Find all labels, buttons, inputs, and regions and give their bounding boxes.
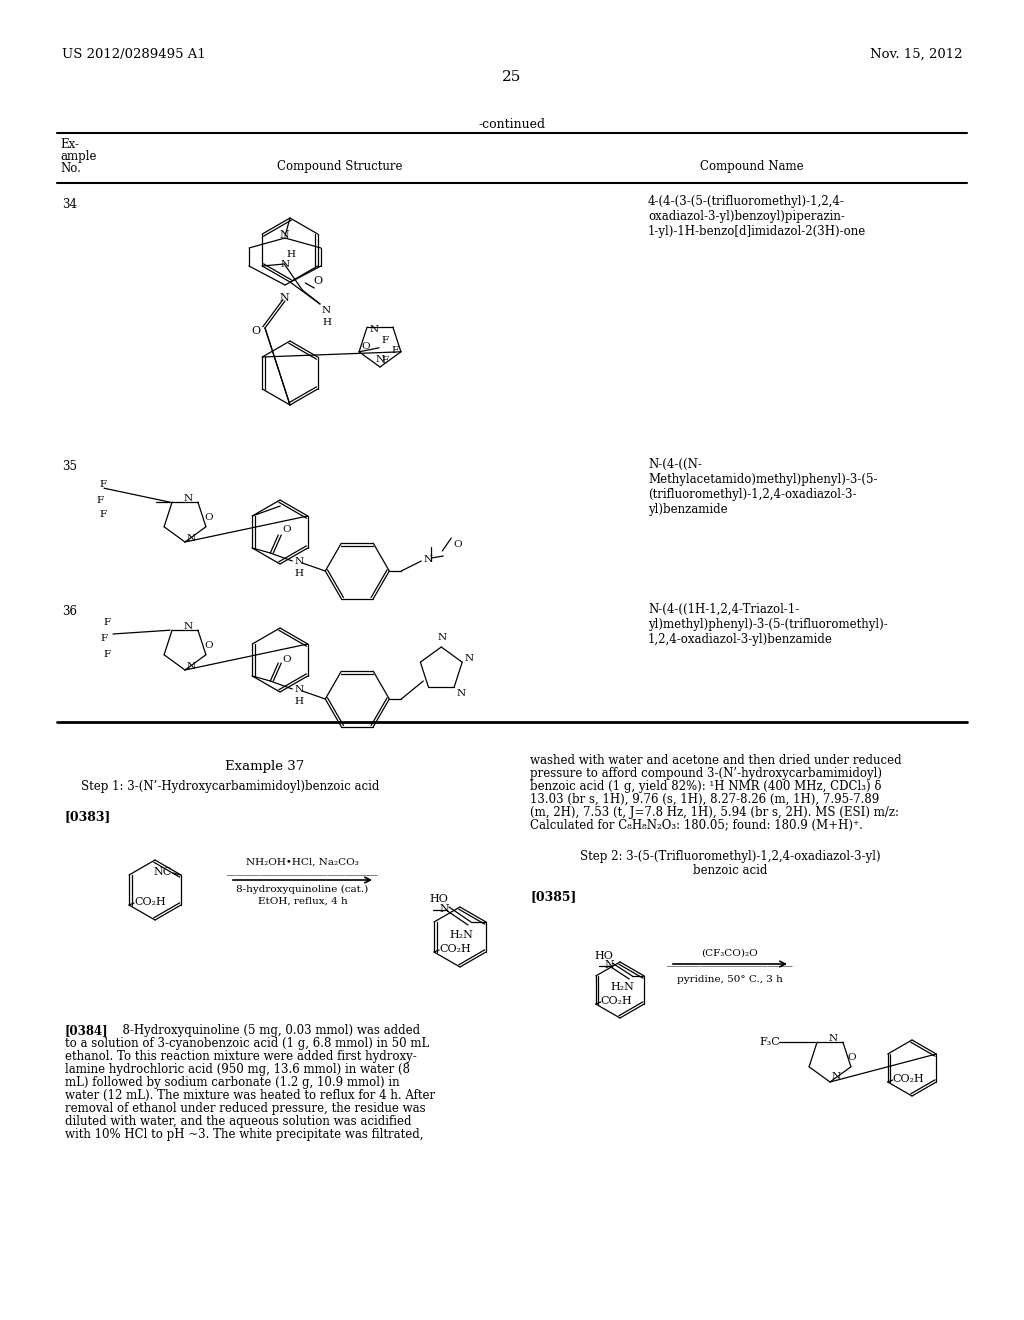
Text: water (12 mL). The mixture was heated to reflux for 4 h. After: water (12 mL). The mixture was heated to… <box>65 1089 435 1102</box>
Text: Compound Name: Compound Name <box>700 160 804 173</box>
Text: No.: No. <box>60 162 81 176</box>
Text: O: O <box>204 512 213 521</box>
Text: 13.03 (br s, 1H), 9.76 (s, 1H), 8.27-8.26 (m, 1H), 7.95-7.89: 13.03 (br s, 1H), 9.76 (s, 1H), 8.27-8.2… <box>530 793 880 807</box>
Text: ethanol. To this reaction mixture were added first hydroxy-: ethanol. To this reaction mixture were a… <box>65 1049 417 1063</box>
Text: N: N <box>279 230 289 240</box>
Text: N: N <box>376 355 385 364</box>
Text: CO₂H: CO₂H <box>439 944 471 954</box>
Text: N: N <box>184 494 194 503</box>
Text: 8-hydroxyquinoline (cat.): 8-hydroxyquinoline (cat.) <box>237 884 369 894</box>
Text: F: F <box>103 649 111 659</box>
Text: with 10% HCl to pH ~3. The white precipitate was filtrated,: with 10% HCl to pH ~3. The white precipi… <box>65 1129 424 1140</box>
Text: N-(4-((N-
Methylacetamido)methyl)phenyl)-3-(5-
(trifluoromethyl)-1,2,4-oxadiazol: N-(4-((N- Methylacetamido)methyl)phenyl)… <box>648 458 878 516</box>
Text: mL) followed by sodium carbonate (1.2 g, 10.9 mmol) in: mL) followed by sodium carbonate (1.2 g,… <box>65 1076 399 1089</box>
Text: HO: HO <box>429 894 447 904</box>
Text: F: F <box>391 346 398 355</box>
Text: CO₂H: CO₂H <box>601 997 633 1006</box>
Text: N: N <box>322 306 331 315</box>
Text: N: N <box>604 960 614 970</box>
Text: EtOH, reflux, 4 h: EtOH, reflux, 4 h <box>258 898 347 906</box>
Text: H: H <box>294 569 303 578</box>
Text: H: H <box>294 697 303 706</box>
Text: Example 37: Example 37 <box>225 760 304 774</box>
Text: F: F <box>381 335 388 345</box>
Text: lamine hydrochloric acid (950 mg, 13.6 mmol) in water (8: lamine hydrochloric acid (950 mg, 13.6 m… <box>65 1063 410 1076</box>
Text: F: F <box>103 618 111 627</box>
Text: N: N <box>184 622 194 631</box>
Text: Nov. 15, 2012: Nov. 15, 2012 <box>869 48 962 61</box>
Text: O: O <box>283 525 291 535</box>
Text: washed with water and acetone and then dried under reduced: washed with water and acetone and then d… <box>530 754 901 767</box>
Text: F: F <box>100 634 108 643</box>
Text: CO₂H: CO₂H <box>893 1074 925 1084</box>
Text: N: N <box>369 325 378 334</box>
Text: diluted with water, and the aqueous solution was acidified: diluted with water, and the aqueous solu… <box>65 1115 412 1129</box>
Text: Step 2: 3-(5-(Trifluoromethyl)-1,2,4-oxadiazol-3-yl): Step 2: 3-(5-(Trifluoromethyl)-1,2,4-oxa… <box>580 850 881 863</box>
Text: F: F <box>96 496 103 506</box>
Text: benzoic acid (1 g, yield 82%): ¹H NMR (400 MHz, CDCl₃) δ: benzoic acid (1 g, yield 82%): ¹H NMR (4… <box>530 780 882 793</box>
Text: N: N <box>437 634 446 642</box>
Text: N: N <box>187 663 197 671</box>
Text: N: N <box>464 655 473 663</box>
Text: F: F <box>99 511 106 519</box>
Text: [0383]: [0383] <box>65 810 112 822</box>
Text: F: F <box>381 356 388 364</box>
Text: ―――――――――――――――: ――――――――――――――― <box>668 962 793 970</box>
Text: 8-Hydroxyquinoline (5 mg, 0.03 mmol) was added: 8-Hydroxyquinoline (5 mg, 0.03 mmol) was… <box>115 1024 420 1038</box>
Text: N: N <box>831 1072 841 1081</box>
Text: CO₂H: CO₂H <box>134 898 166 907</box>
Text: 25: 25 <box>503 70 521 84</box>
Text: N: N <box>294 557 303 566</box>
Text: O: O <box>454 540 462 549</box>
Text: 36: 36 <box>62 605 77 618</box>
Text: pyridine, 50° C., 3 h: pyridine, 50° C., 3 h <box>677 975 783 983</box>
Text: NH₂OH•HCl, Na₂CO₃: NH₂OH•HCl, Na₂CO₃ <box>246 858 358 867</box>
Text: [0385]: [0385] <box>530 890 577 903</box>
Text: 34: 34 <box>62 198 77 211</box>
Text: O: O <box>847 1053 855 1061</box>
Text: -continued: -continued <box>478 117 546 131</box>
Text: [0384]: [0384] <box>65 1024 109 1038</box>
Text: F: F <box>99 480 106 490</box>
Text: (m, 2H), 7.53 (t, J=7.8 Hz, 1H), 5.94 (br s, 2H). MS (ESI) m/z:: (m, 2H), 7.53 (t, J=7.8 Hz, 1H), 5.94 (b… <box>530 807 899 818</box>
Text: removal of ethanol under reduced pressure, the residue was: removal of ethanol under reduced pressur… <box>65 1102 426 1115</box>
Text: N: N <box>457 689 465 698</box>
Text: Step 1: 3-(N’-Hydroxycarbamimidoyl)benzoic acid: Step 1: 3-(N’-Hydroxycarbamimidoyl)benzo… <box>81 780 379 793</box>
Text: ――――――――――――――――――: ―――――――――――――――――― <box>227 871 378 879</box>
Text: N: N <box>423 554 432 564</box>
Text: Calculated for C₈H₈N₂O₃: 180.05; found: 180.9 (M+H)⁺.: Calculated for C₈H₈N₂O₃: 180.05; found: … <box>530 818 863 832</box>
Text: N: N <box>439 904 449 913</box>
Text: O: O <box>251 326 260 337</box>
Text: H: H <box>287 249 295 259</box>
Text: N: N <box>187 535 197 543</box>
Text: 4-(4-(3-(5-(trifluoromethyl)-1,2,4-
oxadiazol-3-yl)benzoyl)piperazin-
1-yl)-1H-b: 4-(4-(3-(5-(trifluoromethyl)-1,2,4- oxad… <box>648 195 866 238</box>
Text: HO: HO <box>594 950 613 961</box>
Text: H: H <box>322 318 331 327</box>
Text: F₃C: F₃C <box>759 1038 780 1047</box>
Text: N: N <box>294 685 303 694</box>
Text: pressure to afford compound 3-(N’-hydroxycarbamimidoyl): pressure to afford compound 3-(N’-hydrox… <box>530 767 882 780</box>
Text: ample: ample <box>60 150 96 162</box>
Text: (CF₃CO)₂O: (CF₃CO)₂O <box>701 949 759 958</box>
Text: H₂N: H₂N <box>610 982 634 993</box>
Text: N: N <box>829 1034 838 1043</box>
Text: H₂N: H₂N <box>449 931 473 940</box>
Text: 35: 35 <box>62 459 77 473</box>
Text: Compound Structure: Compound Structure <box>278 160 402 173</box>
Text: O: O <box>313 276 323 286</box>
Text: NC: NC <box>153 867 171 876</box>
Text: O: O <box>204 640 213 649</box>
Text: N-(4-((1H-1,2,4-Triazol-1-
yl)methyl)phenyl)-3-(5-(trifluoromethyl)-
1,2,4-oxadi: N-(4-((1H-1,2,4-Triazol-1- yl)methyl)phe… <box>648 603 888 645</box>
Text: to a solution of 3-cyanobenzoic acid (1 g, 6.8 mmol) in 50 mL: to a solution of 3-cyanobenzoic acid (1 … <box>65 1038 429 1049</box>
Text: N: N <box>279 293 289 304</box>
Text: US 2012/0289495 A1: US 2012/0289495 A1 <box>62 48 206 61</box>
Text: Ex-: Ex- <box>60 139 79 150</box>
Text: O: O <box>283 655 291 664</box>
Text: benzoic acid: benzoic acid <box>693 865 767 876</box>
Text: N: N <box>281 260 290 269</box>
Text: O: O <box>361 342 370 351</box>
